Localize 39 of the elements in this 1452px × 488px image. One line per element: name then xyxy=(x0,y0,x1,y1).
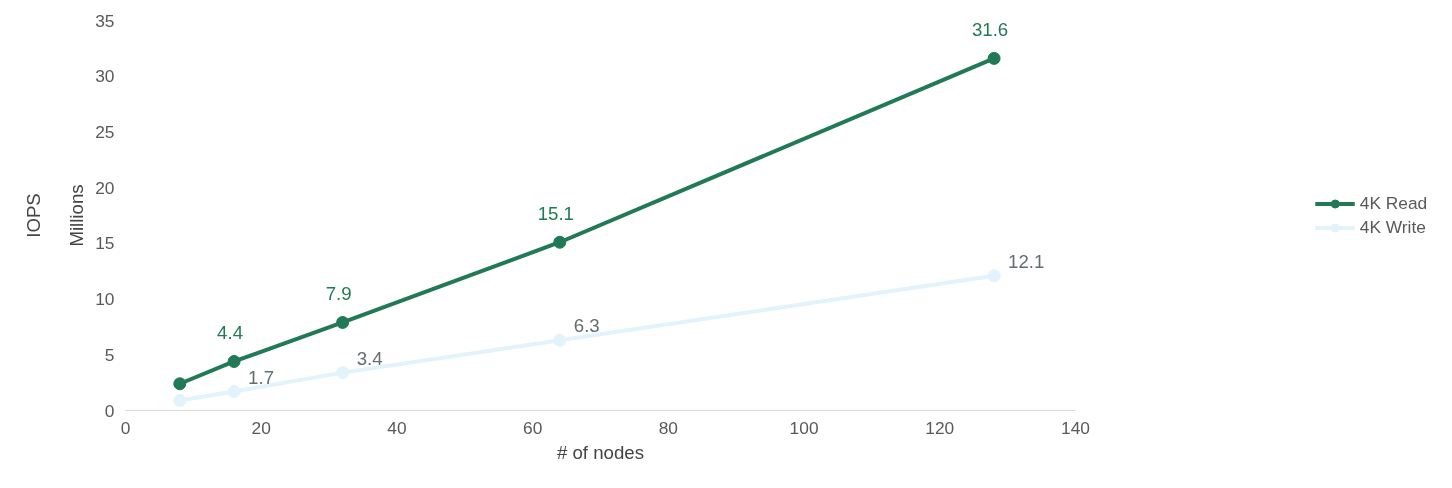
x-tick-label: 140 xyxy=(1061,417,1090,438)
point xyxy=(987,269,1001,283)
legend-label: 4K Read xyxy=(1359,192,1428,214)
point xyxy=(173,393,187,407)
point xyxy=(336,366,350,380)
text: Millions xyxy=(66,184,88,247)
x-tick-label: 60 xyxy=(523,417,543,438)
data-label: 1.7 xyxy=(248,366,275,388)
y-tick-label: 0 xyxy=(104,400,115,421)
y-tick-label: 25 xyxy=(95,121,115,142)
data-label: 4.4 xyxy=(217,322,244,344)
point xyxy=(173,377,187,391)
data-label: 15.1 xyxy=(537,203,574,225)
point xyxy=(227,385,241,399)
data-label: 3.4 xyxy=(356,347,383,369)
y-tick-label: 20 xyxy=(95,177,115,198)
y-tick-label: 30 xyxy=(95,66,115,87)
x-tick-label: 20 xyxy=(251,417,271,438)
x-tick-label: 120 xyxy=(925,417,955,438)
y-axis-title: IOPS xyxy=(22,193,44,238)
y-tick-label: 35 xyxy=(95,10,115,31)
x-tick-label: 40 xyxy=(387,417,407,438)
y-tick-label: 15 xyxy=(95,233,115,254)
point xyxy=(553,333,567,347)
x-tick-label: 100 xyxy=(789,417,819,438)
x-tick-label: 80 xyxy=(658,417,678,438)
point xyxy=(227,354,241,368)
data-label: 7.9 xyxy=(325,283,352,305)
x-axis-title: # of nodes xyxy=(556,441,645,463)
data-label: 31.6 xyxy=(971,19,1009,41)
point xyxy=(553,235,567,249)
y-tick-label: 5 xyxy=(104,344,115,365)
x-tick-label: 0 xyxy=(120,417,131,438)
y-tick-label: 10 xyxy=(95,289,115,310)
legend-label: 4K Write xyxy=(1359,216,1426,238)
data-label: 6.3 xyxy=(573,315,600,337)
point xyxy=(987,51,1001,65)
data-label: 12.1 xyxy=(1008,250,1045,272)
point xyxy=(336,315,350,329)
